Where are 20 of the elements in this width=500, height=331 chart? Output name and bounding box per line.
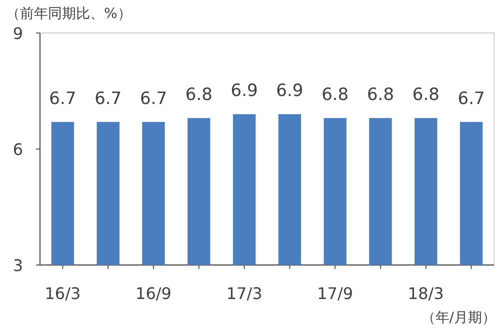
x-axis-title: （年/月期） bbox=[421, 310, 496, 326]
y-tick-label: 9 bbox=[12, 24, 24, 43]
data-label: 6.7 bbox=[140, 88, 168, 109]
data-label: 6.9 bbox=[276, 81, 304, 102]
x-tick-label: 16/9 bbox=[136, 284, 172, 303]
x-tick-label: 17/3 bbox=[226, 284, 262, 303]
x-tick-label: 18/3 bbox=[408, 284, 444, 303]
y-tick-label: 3 bbox=[12, 256, 24, 275]
data-label: 6.7 bbox=[94, 88, 122, 109]
y-axis-title: （前年同期比、%） bbox=[6, 6, 132, 22]
x-tick-label: 16/3 bbox=[44, 284, 81, 303]
data-label: 6.7 bbox=[458, 88, 485, 109]
data-label: 6.8 bbox=[322, 85, 349, 106]
data-label: 6.8 bbox=[366, 85, 394, 106]
y-tick-label: 6 bbox=[12, 140, 24, 159]
x-tick-label: 17/9 bbox=[317, 284, 354, 303]
data-label: 6.9 bbox=[230, 81, 258, 102]
data-label: 6.8 bbox=[412, 85, 440, 106]
data-label: 6.7 bbox=[49, 88, 76, 109]
data-label: 6.8 bbox=[185, 85, 212, 106]
